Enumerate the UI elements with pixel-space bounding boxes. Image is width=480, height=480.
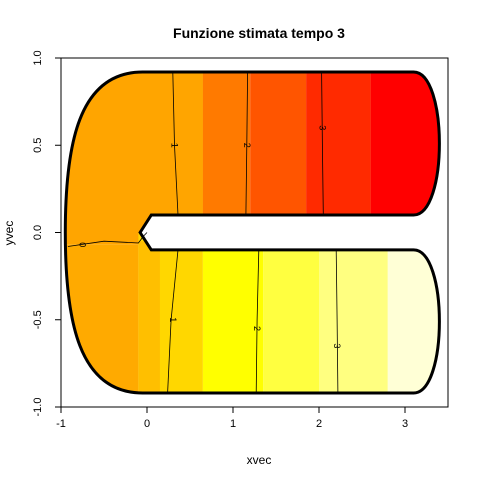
x-tick-label-2: 1 [230, 418, 236, 430]
contour-label-5: 3 [317, 125, 327, 130]
contour-label-0: 0 [78, 242, 88, 247]
contour-lines: 0 1 1 2 2 3 3 [67, 71, 342, 394]
domain-boundary [63, 70, 441, 395]
chart-title: Funzione stimata tempo 3 [173, 25, 345, 41]
x-axis: -1 0 1 2 3 [56, 406, 408, 430]
upper-band-4 [370, 72, 440, 233]
upper-band-0 [138, 72, 203, 233]
contour-line-0-0 [67, 232, 148, 247]
x-tick-label-1: 0 [144, 418, 150, 430]
filled-bands [65, 72, 440, 393]
contour-line-3-6 [335, 249, 339, 394]
x-axis-label: xvec [247, 453, 272, 467]
contour-line-2-3 [245, 71, 248, 216]
y-tick-label-2: 0.0 [32, 225, 44, 240]
x-tick-label-3: 2 [316, 418, 322, 430]
contour-line-2-4 [255, 249, 260, 394]
contour-label-2: 1 [168, 317, 178, 322]
y-tick-label-0: -1.0 [32, 398, 44, 417]
contour-label-3: 2 [242, 143, 252, 148]
contour-line-1-2 [167, 249, 179, 394]
y-axis-label: yvec [2, 221, 16, 246]
y-tick-label-3: 0.5 [32, 138, 44, 153]
contour-label-1: 1 [170, 143, 180, 148]
contour-label-6: 3 [332, 343, 342, 348]
contour-line-1-1 [172, 71, 179, 216]
contour-line-3-5 [321, 71, 324, 216]
lower-band-1 [202, 232, 264, 393]
lower-band-transition [138, 241, 160, 393]
upper-band-2 [250, 72, 307, 233]
contour-label-4: 2 [252, 326, 262, 331]
y-axis: -1.0 -0.5 0.0 0.5 1.0 [32, 50, 62, 417]
y-tick-label-1: -0.5 [32, 310, 44, 329]
x-tick-label-4: 3 [402, 418, 408, 430]
upper-band-1 [202, 72, 251, 233]
lower-band-2 [263, 232, 319, 393]
lower-band-3 [319, 232, 388, 393]
x-tick-label-0: -1 [56, 418, 66, 430]
y-tick-label-4: 1.0 [32, 50, 44, 65]
upper-band-3 [306, 72, 371, 233]
